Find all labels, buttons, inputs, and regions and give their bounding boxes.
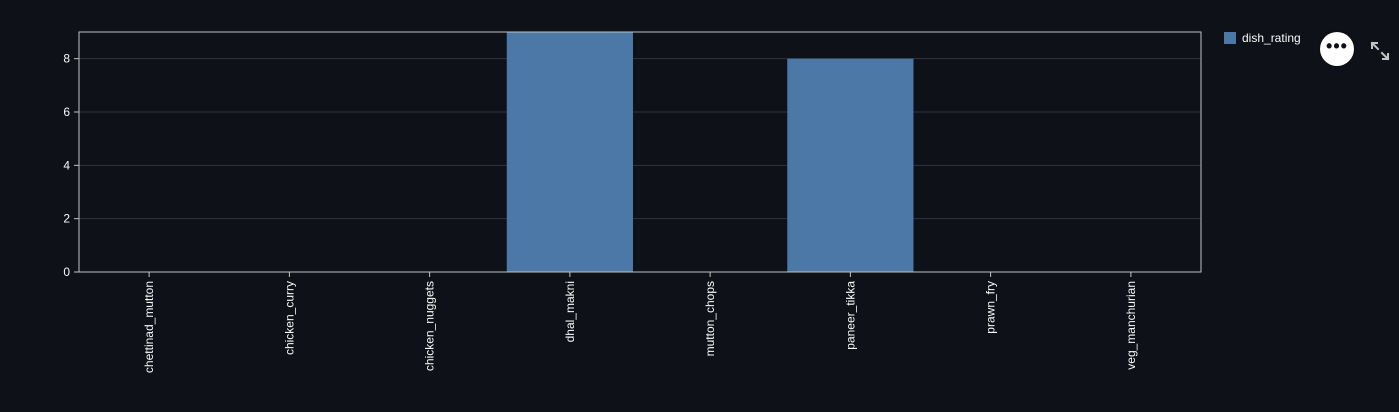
y-tick-label: 4 (63, 158, 70, 172)
x-tick-label-prawn_fry: prawn_fry (984, 281, 998, 334)
x-tick-label-mutton_chops: mutton_chops (703, 281, 717, 356)
bar-dhal_makni (506, 32, 633, 272)
y-tick-label: 2 (63, 212, 70, 226)
bar-paneer_tikka (787, 58, 914, 272)
legend-label: dish_rating (1242, 31, 1301, 45)
legend-swatch (1224, 32, 1236, 44)
x-tick-label-chicken_nuggets: chicken_nuggets (423, 281, 437, 371)
y-tick-label: 0 (63, 265, 70, 279)
x-tick-label-chicken_curry: chicken_curry (282, 281, 296, 355)
x-tick-label-veg_manchurian: veg_manchurian (1124, 281, 1138, 370)
legend: dish_rating (1224, 31, 1301, 45)
expand-icon[interactable] (1369, 40, 1391, 62)
y-tick-label: 8 (63, 52, 70, 66)
more-horizontal-icon: ••• (1326, 36, 1348, 56)
x-tick-label-paneer_tikka: paneer_tikka (843, 281, 857, 350)
x-tick-label-dhal_makni: dhal_makni (563, 281, 577, 342)
more-options-button[interactable]: ••• (1320, 32, 1354, 66)
y-tick-label: 6 (63, 105, 70, 119)
x-tick-label-chettinad_mutton: chettinad_mutton (142, 281, 156, 373)
plot-border (78, 31, 1202, 273)
